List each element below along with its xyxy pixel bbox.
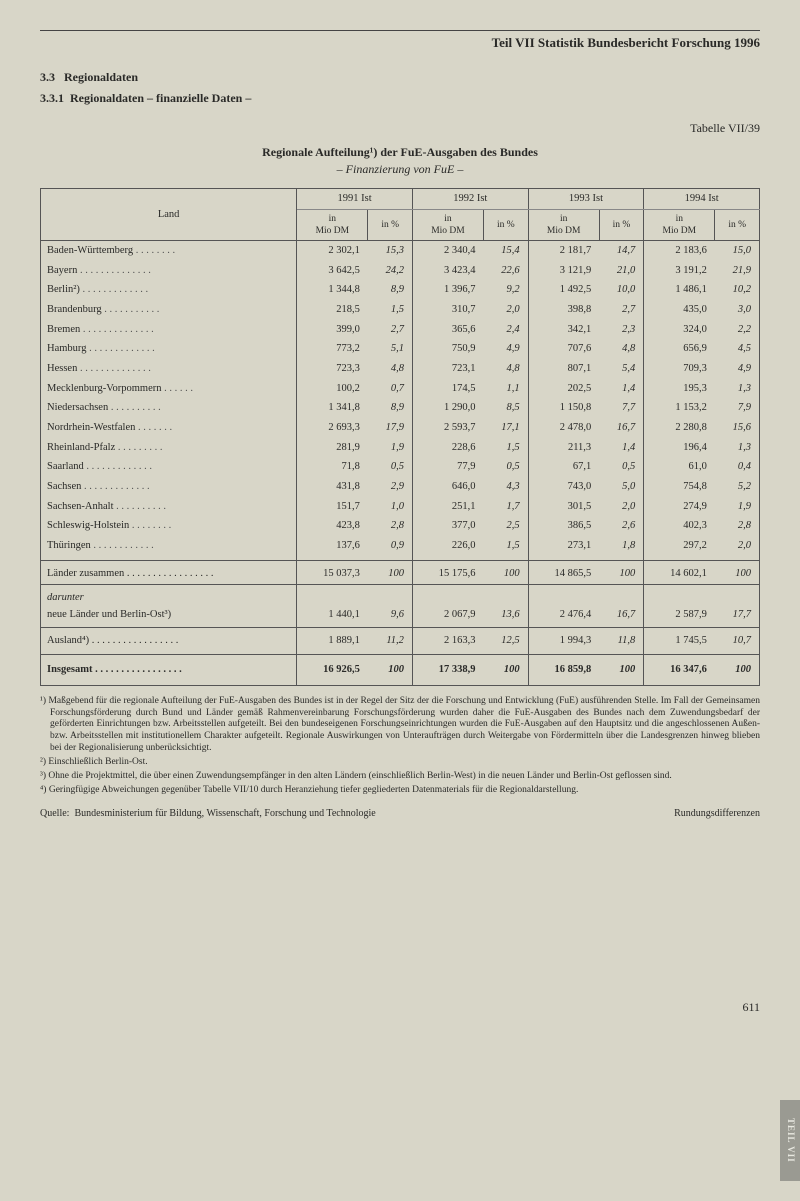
row-label: Sachsen-Anhalt . . . . . . . . . . [41,497,297,517]
table-number: Tabelle VII/39 [40,121,760,137]
table-row: Hamburg . . . . . . . . . . . . . 773,25… [41,339,760,359]
row-label: Bremen . . . . . . . . . . . . . . [41,320,297,340]
subsection-heading: 3.3.1 Regionaldaten – finanzielle Daten … [40,91,760,107]
side-tab: TEIL VII [780,1100,800,1181]
subcol-pct: in % [484,209,529,241]
footnote-2: ²) Einschließlich Berlin-Ost. [40,757,760,769]
table-row: Bayern . . . . . . . . . . . . . .3 642,… [41,261,760,281]
row-label: Brandenburg . . . . . . . . . . . [41,300,297,320]
row-neue-laender: neue Länder und Berlin-Ost³) 1 440,19,6 … [41,605,760,628]
section-heading: 3.3 Regionaldaten [40,70,760,86]
row-label: Bayern . . . . . . . . . . . . . . [41,261,297,281]
table-title: Regionale Aufteilung¹) der FuE-Ausgaben … [40,145,760,161]
row-label: Nordrhein-Westfalen . . . . . . . [41,418,297,438]
table-row: Sachsen . . . . . . . . . . . . . 431,82… [41,477,760,497]
row-label: Hamburg . . . . . . . . . . . . . [41,339,297,359]
col-year-1993: 1993 Ist [528,188,644,209]
row-label: Thüringen . . . . . . . . . . . . [41,536,297,561]
source-line: Quelle: Bundesministerium für Bildung, W… [40,807,760,820]
col-year-1992: 1992 Ist [412,188,528,209]
row-label: Insgesamt . . . . . . . . . . . . . . . … [41,655,297,686]
row-label: Sachsen . . . . . . . . . . . . . [41,477,297,497]
table-row: Thüringen . . . . . . . . . . . . 137,60… [41,536,760,561]
footnote-1: ¹) Maßgebend für die regionale Aufteilun… [40,696,760,755]
row-label: neue Länder und Berlin-Ost³) [41,605,297,628]
row-label: Ausland⁴) . . . . . . . . . . . . . . . … [41,628,297,655]
data-table: Land 1991 Ist 1992 Ist 1993 Ist 1994 Ist… [40,188,760,686]
row-insgesamt: Insgesamt . . . . . . . . . . . . . . . … [41,655,760,686]
table-row: Baden-Württemberg . . . . . . . . 2 302,… [41,241,760,261]
row-label: Rheinland-Pfalz . . . . . . . . . [41,438,297,458]
rounding-note: Rundungsdifferenzen [674,807,760,820]
table-row: Rheinland-Pfalz . . . . . . . . . 281,91… [41,438,760,458]
row-darunter: darunter [41,585,760,605]
table-row: Saarland . . . . . . . . . . . . .71,80,… [41,457,760,477]
subcol-miodm: inMio DM [297,209,368,241]
table-subtitle: – Finanzierung von FuE – [40,162,760,178]
footnote-3: ³) Ohne die Projektmittel, die über eine… [40,771,760,783]
col-year-1991: 1991 Ist [297,188,413,209]
table-row: Sachsen-Anhalt . . . . . . . . . .151,71… [41,497,760,517]
col-year-1994: 1994 Ist [644,188,760,209]
row-label: Baden-Württemberg . . . . . . . . [41,241,297,261]
row-label: Berlin²) . . . . . . . . . . . . . [41,280,297,300]
subcol-pct: in % [599,209,644,241]
table-row: Brandenburg . . . . . . . . . . . 218,51… [41,300,760,320]
table-row: Bremen . . . . . . . . . . . . . .399,02… [41,320,760,340]
table-row: Berlin²) . . . . . . . . . . . . .1 344,… [41,280,760,300]
subcol-miodm: inMio DM [644,209,715,241]
table-row: Niedersachsen . . . . . . . . . . 1 341,… [41,398,760,418]
row-label: Saarland . . . . . . . . . . . . . [41,457,297,477]
subcol-pct: in % [368,209,413,241]
footnotes: ¹) Maßgebend für die regionale Aufteilun… [40,696,760,797]
row-laender-zusammen: Länder zusammen . . . . . . . . . . . . … [41,561,760,585]
page-header: Teil VII Statistik Bundesbericht Forschu… [40,35,760,52]
row-label: Niedersachsen . . . . . . . . . . [41,398,297,418]
table-row: Schleswig-Holstein . . . . . . . .423,82… [41,516,760,536]
row-ausland: Ausland⁴) . . . . . . . . . . . . . . . … [41,628,760,655]
footnote-4: ⁴) Geringfügige Abweichungen gegenüber T… [40,785,760,797]
row-label: Hessen . . . . . . . . . . . . . . [41,359,297,379]
row-label: Mecklenburg-Vorpommern . . . . . . [41,379,297,399]
table-row: Nordrhein-Westfalen . . . . . . . 2 693,… [41,418,760,438]
subcol-miodm: inMio DM [412,209,483,241]
row-label: Länder zusammen . . . . . . . . . . . . … [41,561,297,585]
table-row: Mecklenburg-Vorpommern . . . . . .100,20… [41,379,760,399]
table-row: Hessen . . . . . . . . . . . . . .723,34… [41,359,760,379]
col-land: Land [41,188,297,240]
subcol-miodm: inMio DM [528,209,599,241]
row-label: Schleswig-Holstein . . . . . . . . [41,516,297,536]
subcol-pct: in % [715,209,760,241]
page-number: 611 [40,1000,760,1016]
